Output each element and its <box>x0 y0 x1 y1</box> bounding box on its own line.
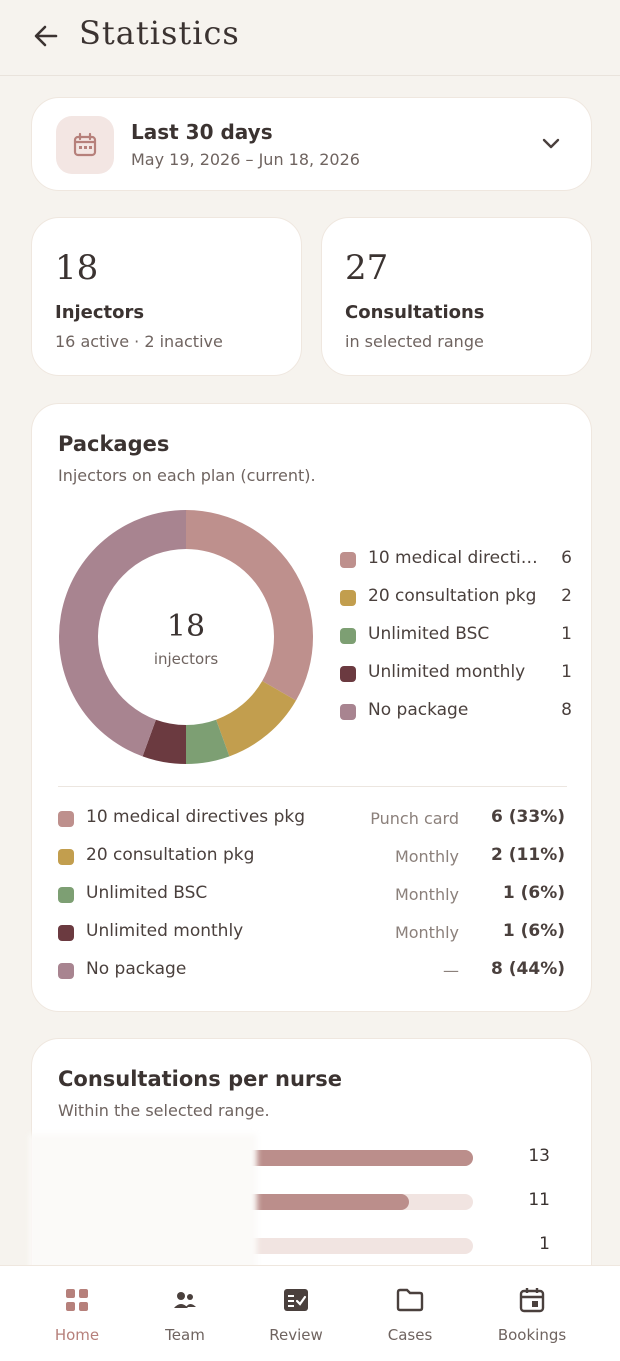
injectors-stat-card: 18 Injectors 16 active · 2 inactive <box>31 217 302 376</box>
legend-swatch <box>340 628 356 644</box>
row-name: 20 consultation pkg <box>86 845 255 865</box>
row-type: Monthly <box>394 847 459 866</box>
date-range-selector[interactable]: Last 30 days May 19, 2026 – Jun 18, 2026 <box>31 97 592 191</box>
donut-total: 18 <box>166 609 206 644</box>
nav-label: Bookings <box>497 1326 567 1344</box>
nav-label: Cases <box>387 1326 433 1344</box>
nav-label: Review <box>269 1326 323 1344</box>
nav-team[interactable]: Team <box>130 1266 240 1361</box>
legend-count: 8 <box>561 700 572 720</box>
legend-count: 1 <box>561 662 572 682</box>
legend-count: 6 <box>561 548 572 568</box>
legend-count: 1 <box>561 624 572 644</box>
donut-total-label: injectors <box>153 650 219 668</box>
nurse-chart-subtitle: Within the selected range. <box>58 1101 270 1120</box>
nav-home[interactable]: Home <box>22 1266 132 1361</box>
consultations-label: Consultations <box>345 302 485 323</box>
row-value: 1 (6%) <box>502 883 565 903</box>
injectors-sub: 16 active · 2 inactive <box>55 332 223 351</box>
row-name: Unlimited monthly <box>86 921 244 941</box>
legend-swatch <box>340 666 356 682</box>
injectors-label: Injectors <box>55 302 145 323</box>
bottom-nav: Home Team Review Cases Bookings <box>0 1265 620 1361</box>
range-title: Last 30 days <box>131 120 273 144</box>
row-name: Unlimited BSC <box>86 883 208 903</box>
range-dates: May 19, 2026 – Jun 18, 2026 <box>131 150 360 169</box>
nav-review[interactable]: Review <box>241 1266 351 1361</box>
legend-label: Unlimited BSC <box>368 624 490 644</box>
folder-icon <box>396 1288 424 1312</box>
app-header: Statistics <box>0 0 620 76</box>
bar-value: 13 <box>528 1146 550 1166</box>
packages-donut-chart <box>59 510 313 764</box>
row-type: Punch card <box>370 809 459 828</box>
legend-item: Unlimited BSC 1 <box>340 624 572 662</box>
legend-item: 10 medical directives pkg 6 <box>340 548 572 586</box>
row-type: Monthly <box>394 923 459 942</box>
bar-value: 1 <box>539 1234 550 1254</box>
packages-subtitle: Injectors on each plan (current). <box>58 466 316 485</box>
consultations-count: 27 <box>345 248 389 288</box>
table-row: Unlimited monthly Monthly 1 (6%) <box>58 921 567 959</box>
packages-legend: 10 medical directives pkg 6 20 consultati… <box>340 548 572 738</box>
nav-bookings[interactable]: Bookings <box>477 1266 587 1361</box>
donut-slice-4 <box>142 719 186 764</box>
legend-swatch <box>340 590 356 606</box>
legend-label: Unlimited monthly <box>368 662 526 682</box>
row-name: 10 medical directives pkg <box>86 807 305 827</box>
row-swatch <box>58 811 74 827</box>
row-name: No package <box>86 959 187 979</box>
row-type: — <box>443 961 459 980</box>
team-icon <box>174 1292 196 1308</box>
donut-slice-5 <box>59 510 186 757</box>
legend-label: 10 medical directives pkg <box>368 548 544 568</box>
legend-swatch <box>340 704 356 720</box>
legend-item: No package 8 <box>340 700 572 738</box>
nurse-chart-title: Consultations per nurse <box>58 1067 343 1091</box>
table-row: Unlimited BSC Monthly 1 (6%) <box>58 883 567 921</box>
chevron-down-icon[interactable] <box>541 136 561 155</box>
legend-item: 20 consultation pkg 2 <box>340 586 572 624</box>
bar-value: 11 <box>528 1190 550 1210</box>
row-value: 1 (6%) <box>502 921 565 941</box>
row-swatch <box>58 963 74 979</box>
row-value: 2 (11%) <box>491 845 565 865</box>
packages-title: Packages <box>58 432 170 456</box>
row-swatch <box>58 849 74 865</box>
divider <box>58 786 567 787</box>
row-swatch <box>58 925 74 941</box>
consultations-sub: in selected range <box>345 332 484 351</box>
table-row: 20 consultation pkg Monthly 2 (11%) <box>58 845 567 883</box>
row-type: Monthly <box>394 885 459 904</box>
table-row: 10 medical directives pkg Punch card 6 (33… <box>58 807 567 845</box>
legend-label: No package <box>368 700 469 720</box>
consultations-stat-card: 27 Consultations in selected range <box>321 217 592 376</box>
row-value: 8 (44%) <box>491 959 565 979</box>
page-title: Statistics <box>79 14 240 52</box>
donut-slice-3 <box>186 719 230 764</box>
back-arrow-icon[interactable] <box>30 20 62 52</box>
review-icon <box>284 1289 308 1311</box>
calendar-icon <box>519 1288 545 1313</box>
calendar-icon <box>56 116 114 174</box>
legend-label: 20 consultation pkg <box>368 586 537 606</box>
nav-label: Home <box>54 1326 100 1344</box>
donut-slice-2 <box>216 681 296 757</box>
donut-slice-1 <box>186 510 313 701</box>
table-row: No package — 8 (44%) <box>58 959 567 997</box>
row-swatch <box>58 887 74 903</box>
nav-label: Team <box>165 1326 205 1344</box>
injectors-count: 18 <box>55 248 99 288</box>
packages-card: Packages Injectors on each plan (current… <box>31 403 592 1012</box>
nav-cases[interactable]: Cases <box>355 1266 465 1361</box>
legend-item: Unlimited monthly 1 <box>340 662 572 700</box>
packages-table: 10 medical directives pkg Punch card 6 (33… <box>58 807 567 997</box>
row-value: 6 (33%) <box>491 807 565 827</box>
legend-swatch <box>340 552 356 568</box>
legend-count: 2 <box>561 586 572 606</box>
home-icon <box>66 1289 88 1311</box>
